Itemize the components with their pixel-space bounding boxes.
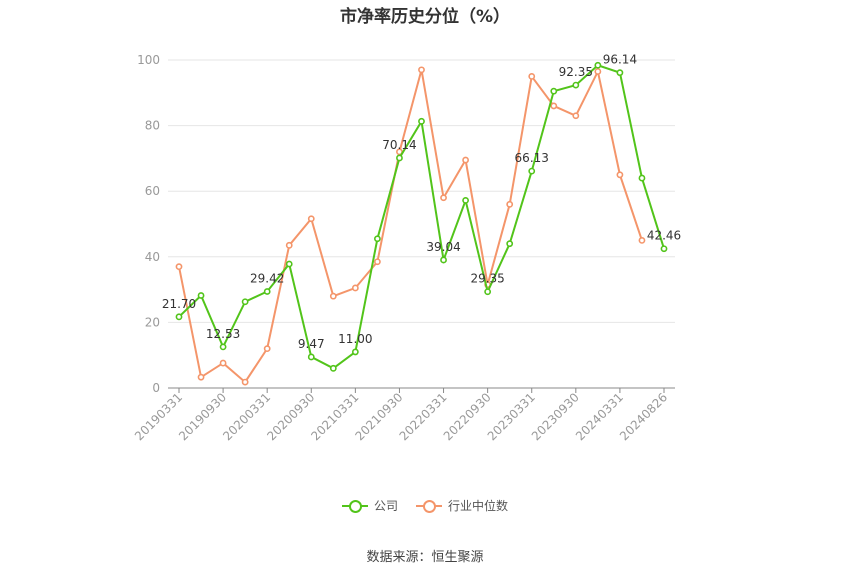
data-labels: 21.70 12.53 29.42 9.47 11.00 70.14 39.04 29.35 6…	[162, 53, 681, 351]
data-point	[307, 215, 315, 223]
data-label: 66.13	[515, 151, 549, 165]
data-label: 96.14	[603, 53, 637, 67]
data-point	[307, 353, 315, 361]
data-point	[616, 69, 624, 77]
data-point	[462, 196, 469, 204]
data-label: 39.04	[426, 240, 460, 254]
grid-lines	[168, 59, 675, 323]
data-point	[197, 292, 205, 299]
data-point	[506, 240, 514, 248]
data-point	[175, 313, 183, 321]
data-point	[285, 260, 293, 268]
legend-marker-company	[341, 499, 368, 513]
data-point	[241, 298, 249, 306]
legend-label-company: 公司	[373, 499, 398, 513]
data-label: 9.47	[298, 337, 325, 351]
data-point	[440, 256, 447, 264]
data-point	[418, 66, 425, 74]
chart-title: 市净率历史分位（%）	[339, 7, 511, 27]
legend-label-industry: 行业中位数	[448, 499, 509, 513]
data-point	[219, 359, 227, 367]
data-point	[528, 73, 536, 80]
data-point	[263, 288, 271, 295]
data-point	[638, 236, 646, 244]
y-tick-label: 60	[145, 184, 160, 198]
source-note: 数据来源：恒生聚源	[366, 550, 484, 565]
data-label: 12.53	[206, 327, 240, 341]
data-point	[594, 61, 602, 69]
y-tick-label: 100	[137, 53, 160, 67]
legend-marker-industry	[416, 499, 442, 513]
data-label: 29.42	[250, 272, 284, 286]
y-tick-label: 40	[145, 250, 160, 264]
data-point	[550, 87, 558, 95]
data-point	[351, 284, 359, 292]
data-point	[418, 117, 425, 125]
data-point	[175, 263, 183, 271]
legend-item-company[interactable]: 公司	[341, 497, 398, 514]
data-point	[616, 171, 624, 179]
data-point	[396, 154, 403, 162]
data-point	[528, 167, 536, 175]
data-point	[550, 102, 558, 110]
data-point	[197, 373, 205, 381]
data-label: 92.35	[559, 65, 593, 79]
data-point	[440, 194, 447, 202]
data-label: 11.00	[338, 332, 372, 346]
data-point	[263, 345, 271, 353]
data-point	[484, 288, 492, 296]
data-point	[506, 200, 514, 208]
data-point	[638, 174, 646, 182]
data-label: 70.14	[382, 138, 416, 152]
series-lines	[175, 61, 668, 386]
data-point	[219, 343, 227, 351]
x-tick-label: 20240826	[617, 390, 670, 443]
y-tick-label: 0	[152, 381, 160, 395]
y-tick-label: 80	[145, 119, 160, 133]
y-tick-label: 20	[145, 315, 160, 329]
data-point	[462, 156, 469, 164]
data-point	[374, 258, 381, 266]
axes: 0204060801002019033120190930202003312020…	[132, 53, 675, 443]
data-point	[241, 378, 249, 386]
data-point	[572, 81, 580, 89]
data-point	[329, 292, 337, 300]
legend-item-industry[interactable]: 行业中位数	[416, 497, 508, 514]
data-label: 29.35	[470, 272, 504, 286]
data-label: 21.70	[162, 297, 196, 311]
data-point	[572, 112, 580, 120]
data-point	[329, 364, 337, 372]
legend: 公司 行业中位数	[0, 497, 850, 514]
data-point	[285, 241, 293, 249]
data-point	[660, 245, 668, 253]
data-point	[594, 68, 602, 75]
series-line	[178, 68, 643, 384]
data-label: 42.46	[647, 229, 681, 243]
data-point	[351, 348, 359, 356]
data-point	[374, 235, 381, 243]
